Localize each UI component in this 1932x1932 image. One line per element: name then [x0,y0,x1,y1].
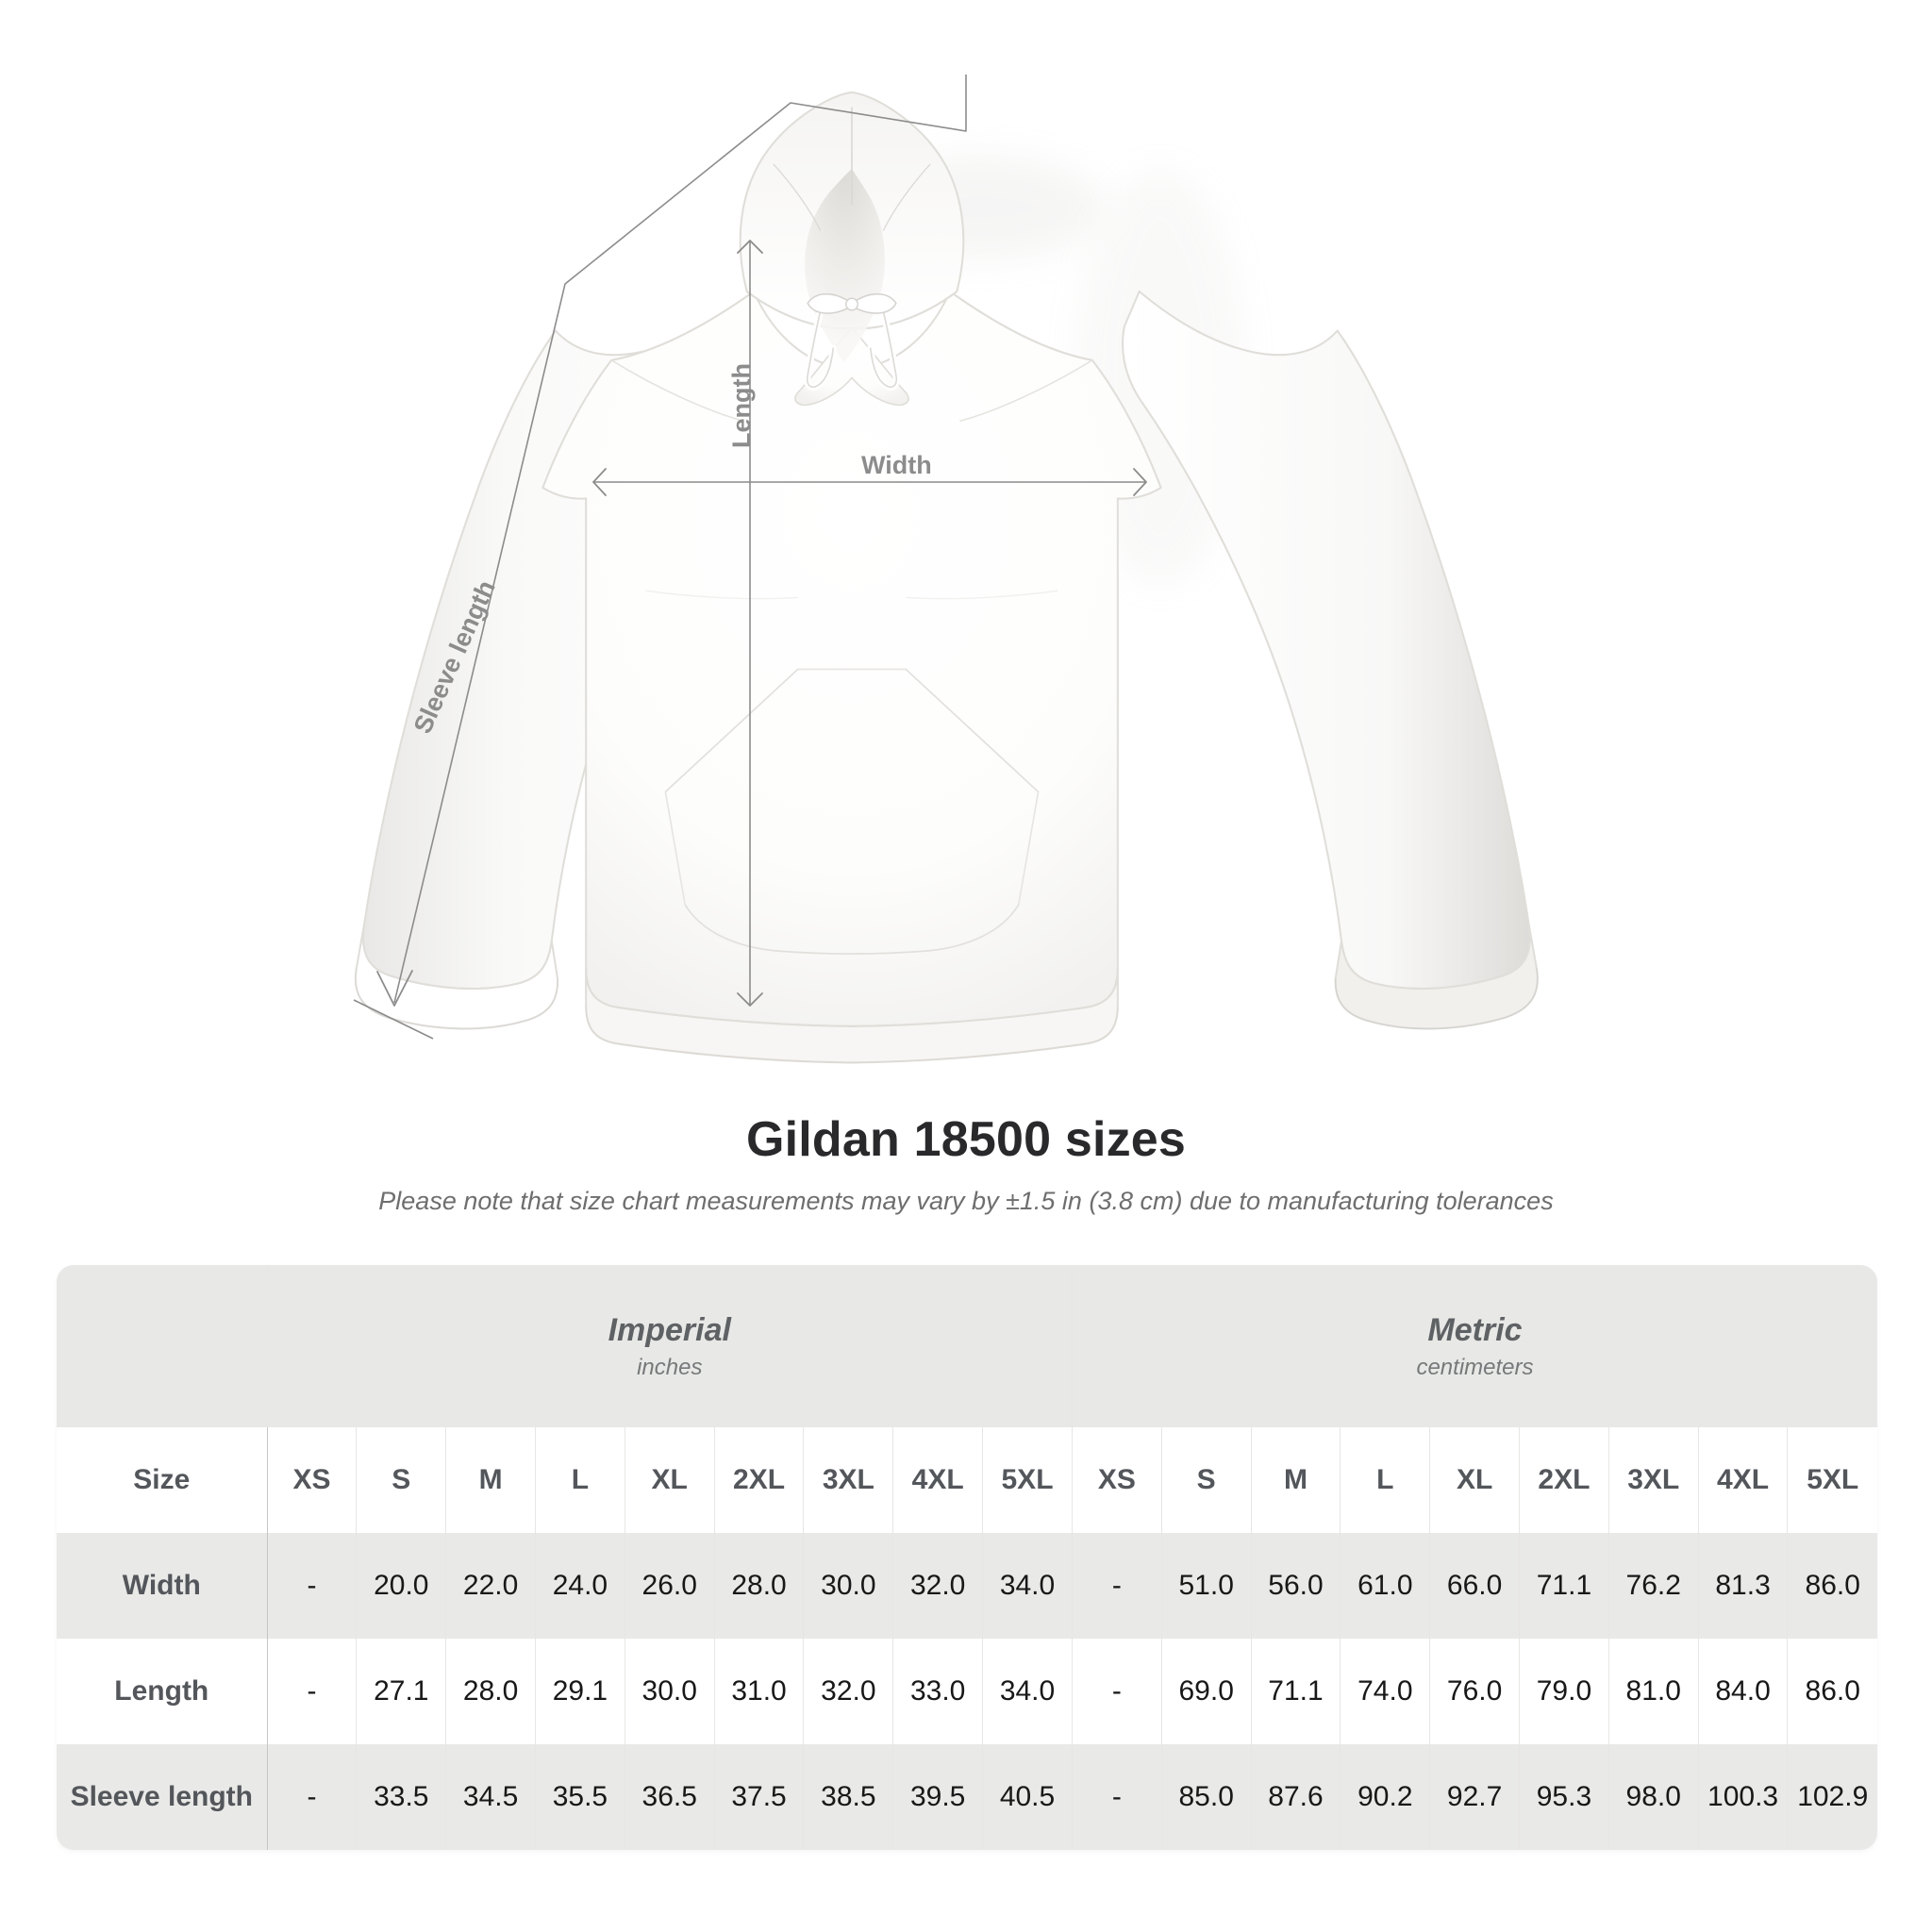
svg-text:Width: Width [861,451,932,479]
svg-text:Length: Length [727,363,756,448]
